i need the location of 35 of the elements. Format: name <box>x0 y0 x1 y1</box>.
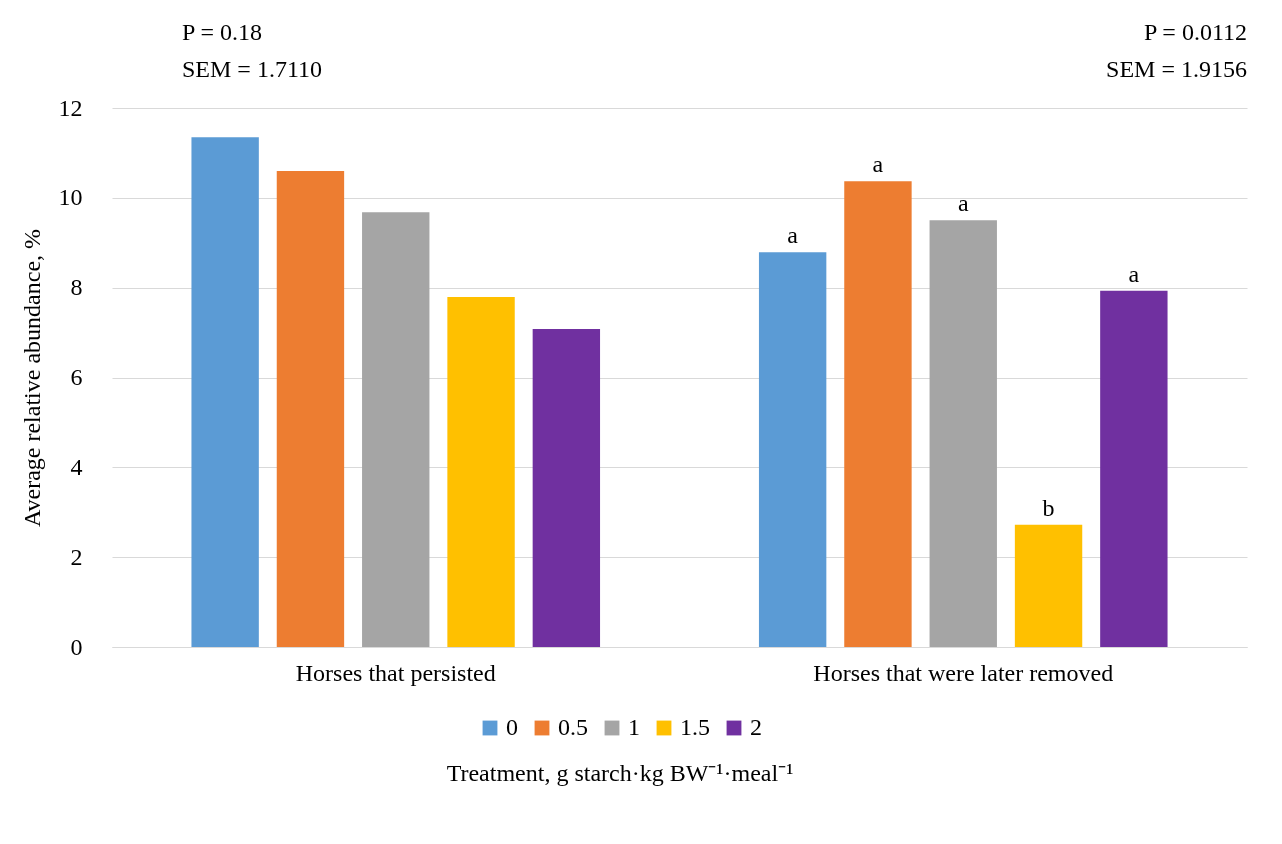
text: SEM = 1.7110 <box>182 56 322 82</box>
legend-label: 1.5 <box>680 714 710 740</box>
y-tick-label: 6 <box>70 364 83 390</box>
x-tick-label: Horses that were later removed <box>813 659 1114 686</box>
data-label: a <box>1128 260 1140 287</box>
y-tick-label: 4 <box>70 453 83 480</box>
data-label: a <box>957 190 969 217</box>
data-label: a <box>787 222 799 249</box>
legend-label: 0.5 <box>558 714 588 740</box>
bar <box>929 220 997 647</box>
y-tick-label: 2 <box>70 543 83 570</box>
text: P = 0.18 <box>182 19 262 45</box>
bar <box>276 170 345 647</box>
text: SEM = 1.9156 <box>1106 56 1247 82</box>
bar <box>532 328 601 647</box>
data-label: b <box>1042 494 1055 521</box>
data-label: a <box>872 151 884 178</box>
legend-label: 0 <box>506 714 518 740</box>
x-tick-label: Horses that persisted <box>295 659 496 686</box>
y-tick-label: 12 <box>58 94 83 121</box>
y-tick-label: 10 <box>58 184 83 211</box>
bar <box>758 252 827 647</box>
bar <box>844 181 912 647</box>
text: P = 0.0112 <box>1143 19 1247 45</box>
legend-label: 2 <box>750 714 762 740</box>
legend-title: Treatment, g starch·kg BW⁻¹·meal⁻¹ <box>446 760 794 786</box>
y-tick-label: 8 <box>70 274 83 301</box>
bar <box>1014 524 1083 647</box>
y-tick-label: 0 <box>70 633 83 660</box>
legend-label: 1 <box>628 714 640 740</box>
bar <box>362 212 430 647</box>
bar <box>191 137 259 647</box>
bar <box>1100 290 1168 647</box>
y-axis-title: Average relative abundance, % <box>18 228 45 528</box>
bar <box>447 297 515 647</box>
